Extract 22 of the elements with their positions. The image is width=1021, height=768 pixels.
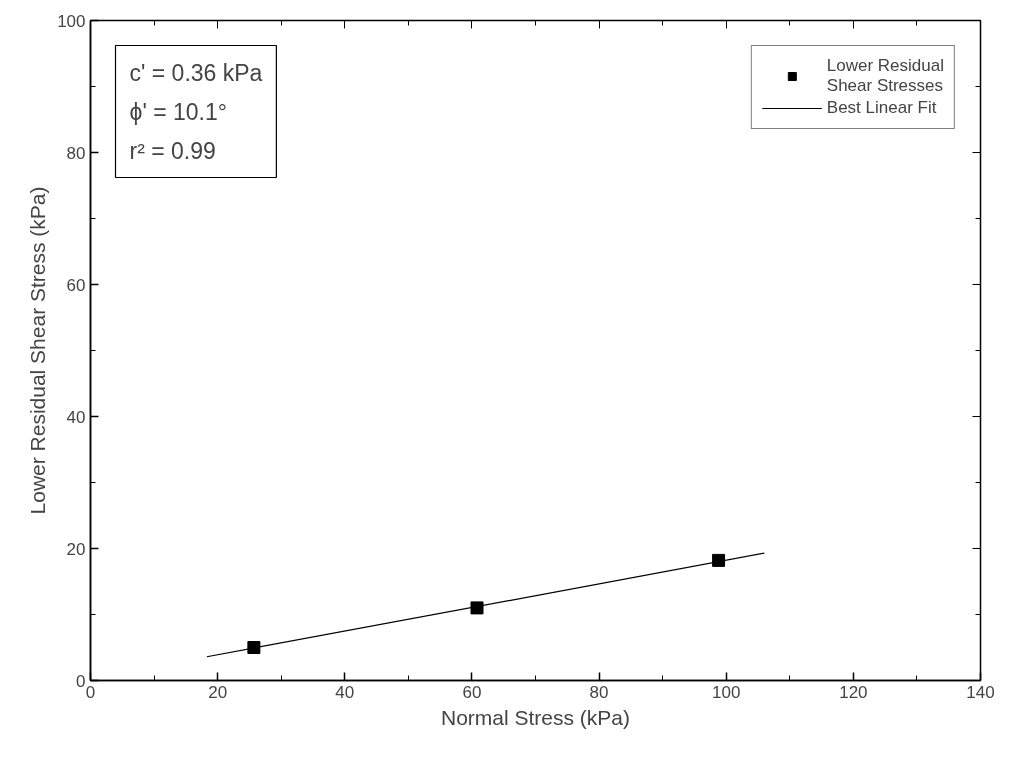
point [247,641,261,654]
x-tick-label: 40 [335,682,355,702]
x-tick-label: 60 [462,682,482,702]
y-tick-label: 40 [66,407,86,427]
y-tick-label: 80 [66,143,86,163]
annotation: r² = 0.99 [129,137,216,164]
legend-label: Lower Residual Shear Stresses [826,56,944,96]
x-tick-label: 80 [589,682,609,702]
x-tick-label: 140 [966,682,995,702]
annotation: ϕ' = 10.1° [129,98,227,125]
point [470,601,484,615]
point [712,553,726,567]
y-tick-label: 100 [57,11,86,31]
legend-label: Best Linear Fit [826,98,937,118]
x-tick-label: 120 [839,682,868,702]
annotation: c' = 0.36 kPa [129,59,263,86]
x-tick-label: 100 [712,682,741,702]
x-tick-label: 20 [208,682,228,702]
y-tick-label: 60 [66,275,86,295]
x-axis-title: Normal Stress (kPa) [440,705,631,729]
y-axis-title: Lower Residual Shear Stress (kPa) [26,186,50,515]
y-tick-label: 20 [66,539,86,559]
